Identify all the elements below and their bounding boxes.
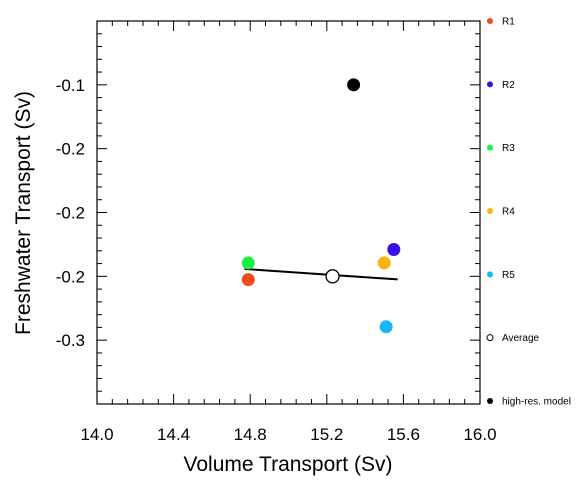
y-tick-labels: -0.1 -0.2 -0.2 -0.2 -0.3	[56, 76, 85, 350]
legend-marker	[487, 81, 493, 88]
legend-label: R1	[502, 17, 515, 28]
y-axis-title: Freshwater Transport (Sv)	[12, 91, 35, 335]
legend-label: R3	[502, 143, 515, 154]
legend-marker	[487, 398, 493, 404]
x-tick-label: 15.2	[310, 425, 343, 444]
data-point-average	[325, 269, 340, 284]
x-tick-label: 14.8	[234, 425, 267, 444]
data-point-r3	[241, 256, 255, 270]
y-tick-label: -0.2	[56, 267, 85, 286]
y-tick-label: -0.1	[56, 76, 85, 95]
x-tick-label: 16.0	[463, 425, 496, 444]
regression-line	[244, 267, 398, 281]
legend-label: high-res. model	[502, 397, 571, 408]
legend-label: R5	[502, 270, 515, 281]
axis-ticks	[96, 20, 481, 405]
legend-label: Average	[502, 333, 540, 344]
legend-marker	[487, 18, 493, 24]
data-point-high-res-model	[347, 78, 361, 92]
y-tick-label: -0.2	[56, 204, 85, 223]
plot-frame	[96, 20, 481, 405]
data-point-r1	[241, 273, 255, 287]
legend-marker	[487, 271, 493, 278]
legend-marker	[487, 144, 493, 151]
legend: R1 R2 R3 R4 R5 Average high-res. model	[486, 17, 571, 408]
y-tick-label: -0.3	[56, 331, 85, 350]
data-point-r4	[377, 256, 391, 270]
y-tick-label: -0.2	[56, 140, 85, 159]
x-axis-title: Volume Transport (Sv)	[184, 453, 393, 476]
legend-label: R4	[502, 207, 515, 218]
data-marks	[241, 78, 401, 334]
legend-marker	[486, 334, 494, 342]
data-point-r5	[379, 320, 393, 334]
legend-marker	[487, 208, 493, 214]
data-point-r2	[387, 243, 401, 257]
x-tick-label: 14.0	[80, 425, 113, 444]
x-tick-label: 14.4	[157, 425, 190, 444]
legend-label: R2	[502, 80, 515, 91]
x-tick-labels: 14.0 14.4 14.8 15.2 15.6 16.0	[80, 425, 496, 444]
x-tick-label: 15.6	[387, 425, 420, 444]
